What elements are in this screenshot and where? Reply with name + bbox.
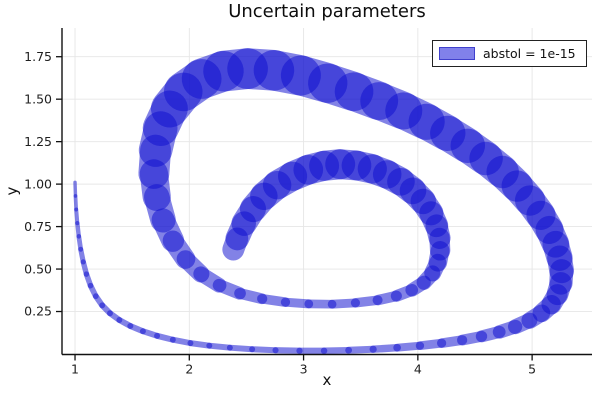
trajectory-band-segment — [369, 344, 401, 353]
trajectory-band-segment — [272, 347, 303, 354]
trajectory-band-segment — [345, 345, 377, 354]
chart-title: Uncertain parameters — [228, 1, 426, 22]
trajectory-band-segment — [74, 207, 80, 226]
trajectory-band-segment — [206, 342, 233, 351]
x-axis-label: x — [322, 371, 332, 389]
y-tick-label: 0.75 — [24, 219, 52, 234]
legend-label: abstol = 1e-15 — [483, 46, 576, 61]
y-tick-label: 1.00 — [24, 176, 52, 191]
x-tick-label: 4 — [414, 362, 422, 377]
x-tick-label: 3 — [300, 362, 308, 377]
y-tick-label: 0.25 — [24, 304, 52, 319]
trajectory-band-segment — [187, 340, 213, 349]
legend-swatch — [439, 47, 475, 60]
trajectory-band-segment — [222, 227, 249, 261]
y-tick-label: 1.50 — [24, 91, 52, 106]
trajectory-band-segment — [320, 346, 353, 355]
trajectory-band-segment — [249, 346, 279, 354]
trajectory-band-segment — [73, 194, 79, 212]
y-tick-label: 0.50 — [24, 261, 52, 276]
y-tick-label: 1.75 — [24, 49, 52, 64]
trajectory-band-segment — [226, 344, 256, 353]
y-axis-label: y — [3, 186, 21, 196]
x-tick-label: 2 — [185, 362, 193, 377]
y-tick-label: 1.25 — [24, 134, 52, 149]
legend: abstol = 1e-15 — [432, 40, 587, 67]
x-tick-label: 1 — [71, 362, 79, 377]
x-tick-label: 5 — [528, 362, 536, 377]
trajectory-band-segment — [169, 336, 194, 347]
